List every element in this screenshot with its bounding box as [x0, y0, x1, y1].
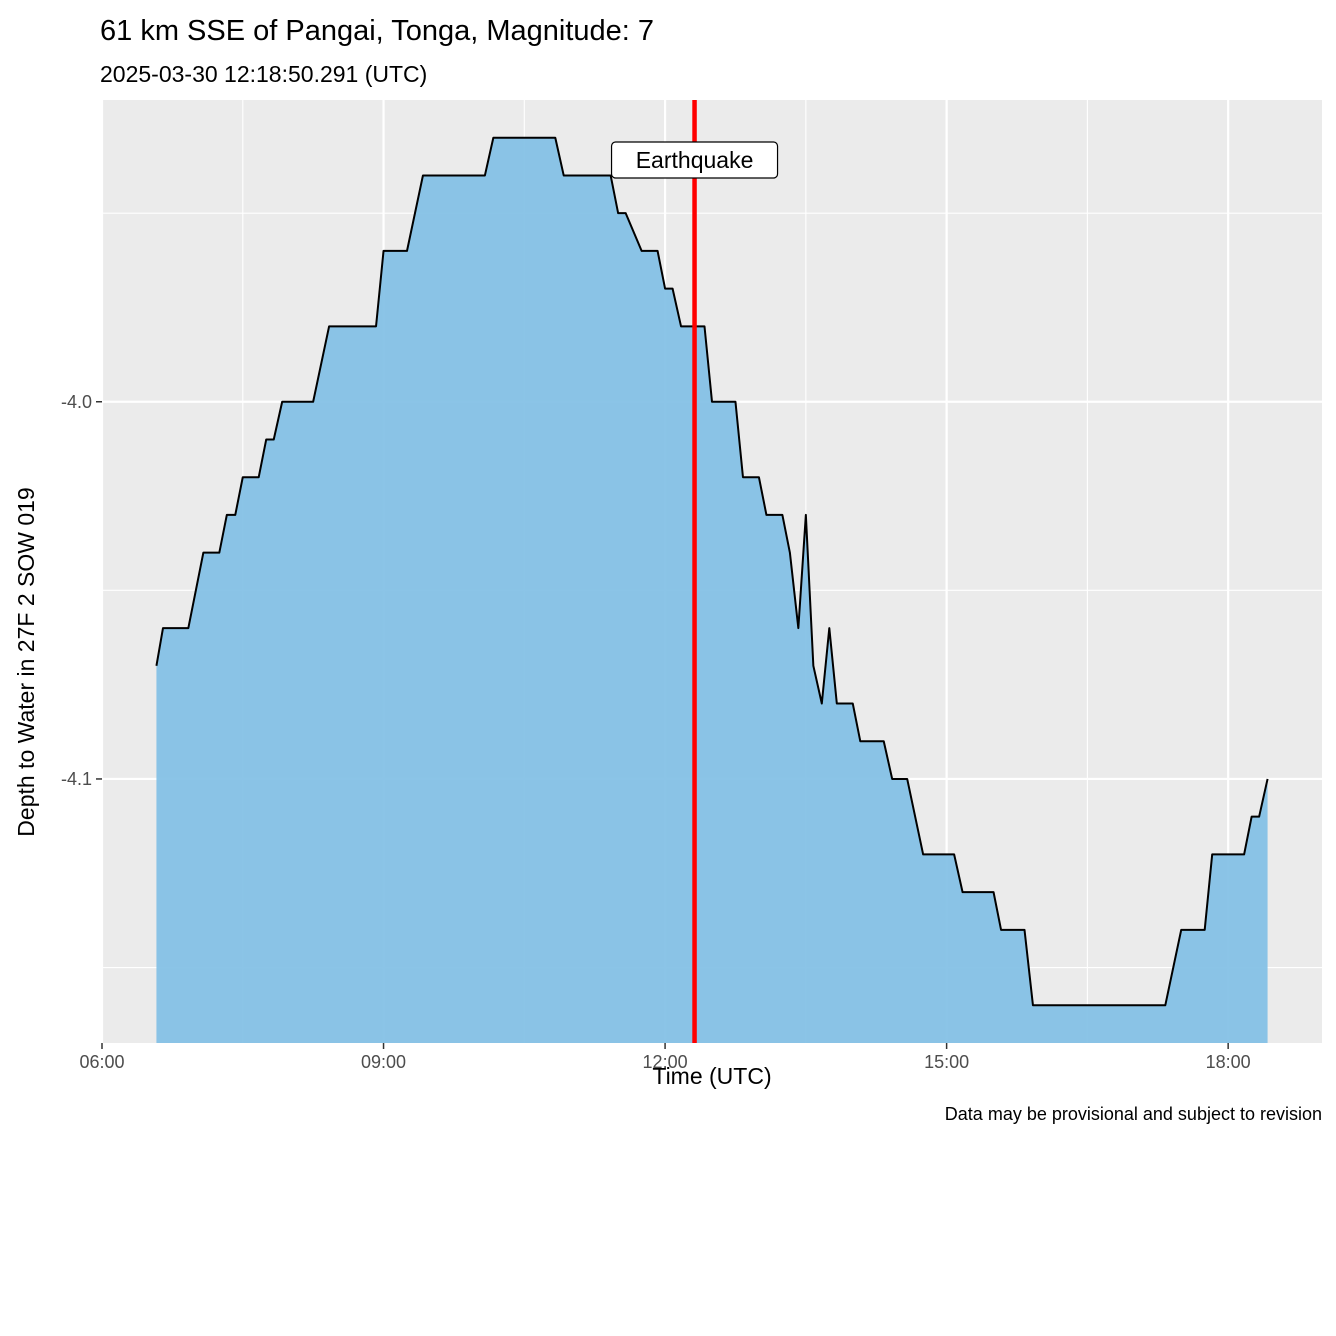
chart-caption: Data may be provisional and subject to r…	[945, 1104, 1322, 1124]
y-tick-label: -4.1	[61, 769, 92, 789]
x-axis: 06:00 09:00 12:00 15:00 18:00	[79, 1043, 1251, 1072]
x-tick-label: 12:00	[643, 1052, 688, 1072]
earthquake-label: Earthquake	[610, 141, 779, 179]
series-line	[155, 136, 1269, 1007]
x-axis-title: Time (UTC)	[652, 1063, 771, 1089]
y-axis: -4.0 -4.1	[61, 392, 102, 789]
earthquake-label-box	[610, 141, 779, 179]
y-axis-title: Depth to Water in 27F 2 SOW 019	[13, 487, 39, 836]
x-tick-label: 09:00	[361, 1052, 406, 1072]
plot-panel: Earthquake	[100, 100, 1322, 1044]
x-tick-label: 15:00	[924, 1052, 969, 1072]
x-tick-label: 18:00	[1206, 1052, 1251, 1072]
x-tick-label: 06:00	[79, 1052, 124, 1072]
y-tick-label: -4.0	[61, 392, 92, 412]
chart-title: 61 km SSE of Pangai, Tonga, Magnitude: 7	[100, 15, 654, 47]
earthquake-label-text: Earthquake	[636, 147, 754, 173]
chart-subtitle: 2025-03-30 12:18:50.291 (UTC)	[100, 61, 427, 87]
series-area-fill	[156, 137, 1268, 1044]
